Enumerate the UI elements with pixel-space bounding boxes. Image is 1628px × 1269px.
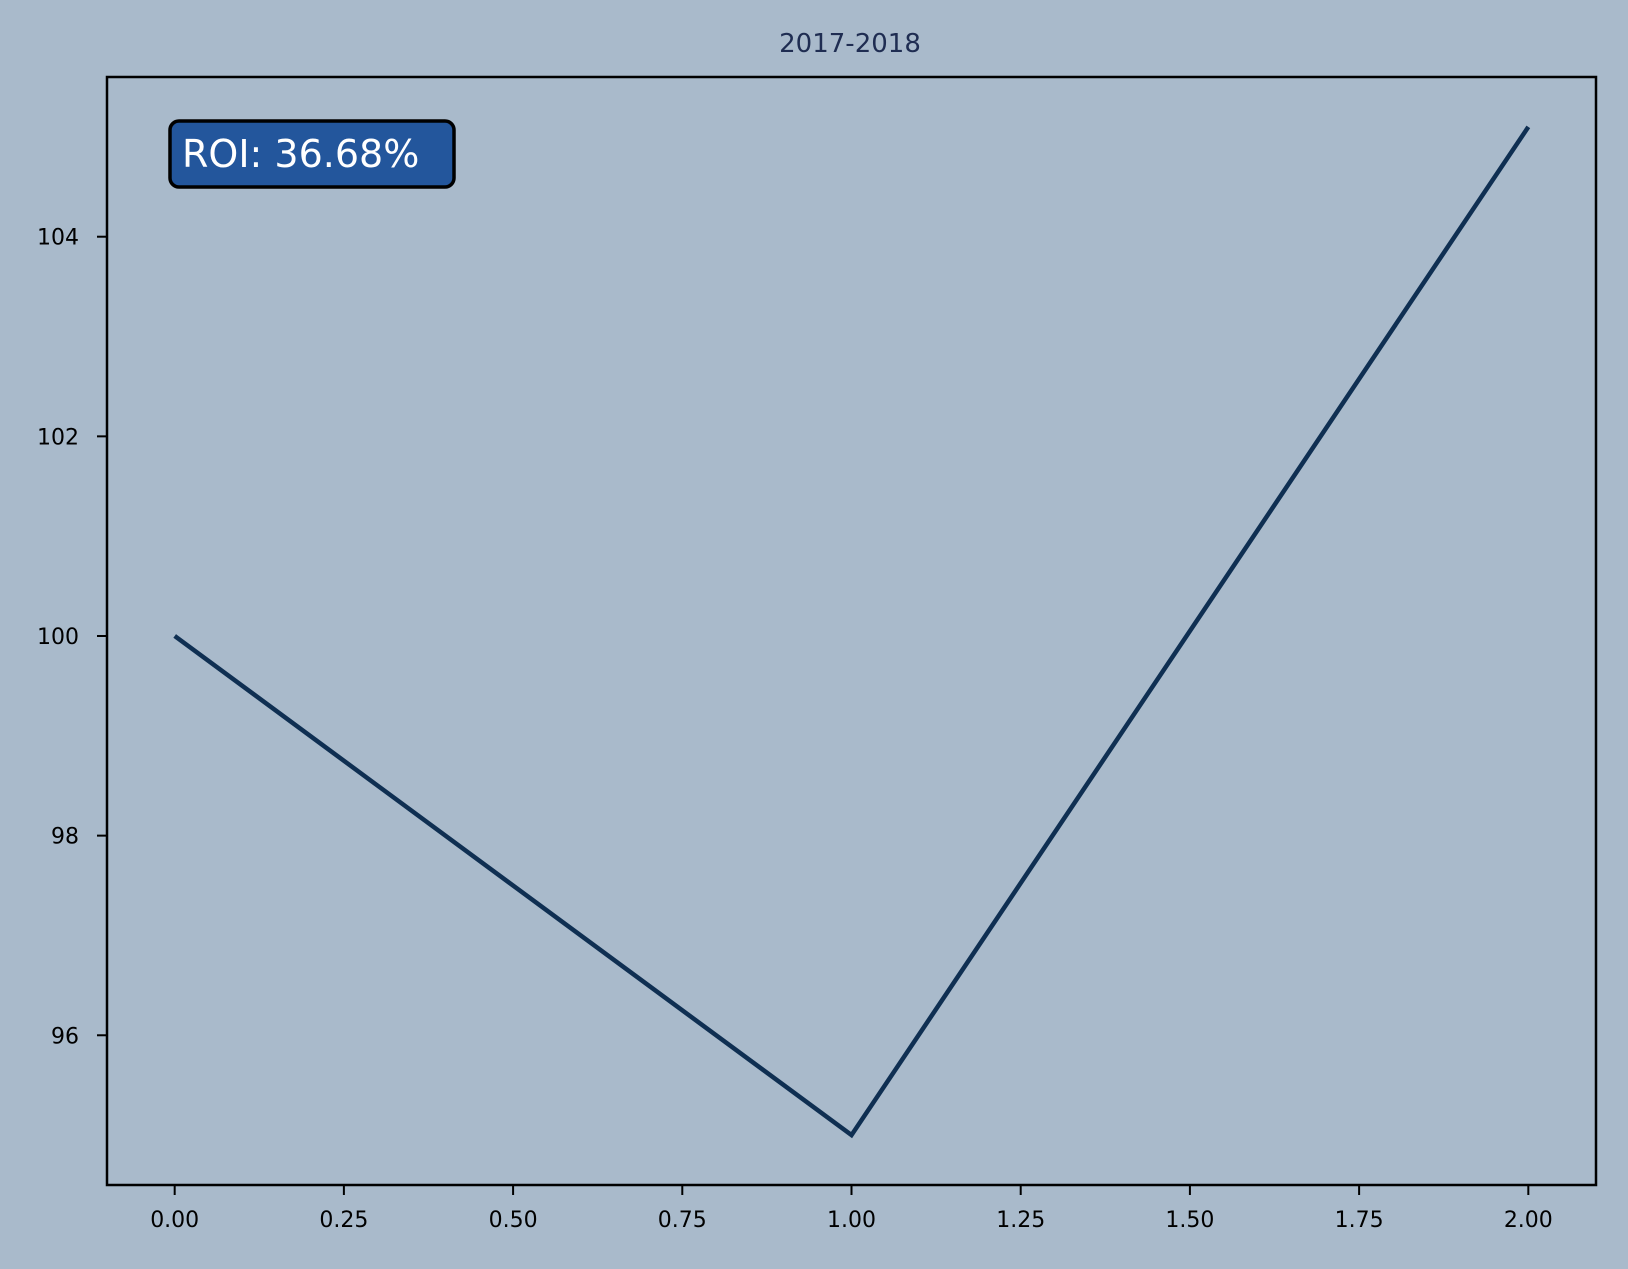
y-tick-label: 100 [37,625,79,650]
x-tick-label: 1.00 [827,1208,876,1233]
roi-badge-box [168,119,456,189]
x-tick-label: 1.75 [1335,1208,1384,1233]
roi-badge-text: ROI: 36.68% [182,132,419,176]
x-tick-label: 0.50 [489,1208,538,1233]
y-tick-label: 102 [37,425,79,450]
series-line-0 [173,125,1531,1139]
plot-area: 0.00 0.25 0.50 0.75 1.00 1.25 1.50 1.75 2.00 96 98… [37,75,1598,1233]
x-tick-label: 1.50 [1165,1208,1214,1233]
chart-title: 2017-2018 [779,29,921,59]
roi-annotation: ROI: 36.68% [168,119,456,189]
x-tick-label: 0.75 [658,1208,707,1233]
x-tick-label: 0.00 [150,1208,199,1233]
x-tick-label: 0.25 [319,1208,368,1233]
x-tick-label: 1.25 [996,1208,1045,1233]
x-tick-label: 2.00 [1504,1208,1553,1233]
y-tick-label: 104 [37,226,79,251]
y-tick-label: 98 [51,825,79,850]
y-tick-label: 96 [51,1024,79,1049]
